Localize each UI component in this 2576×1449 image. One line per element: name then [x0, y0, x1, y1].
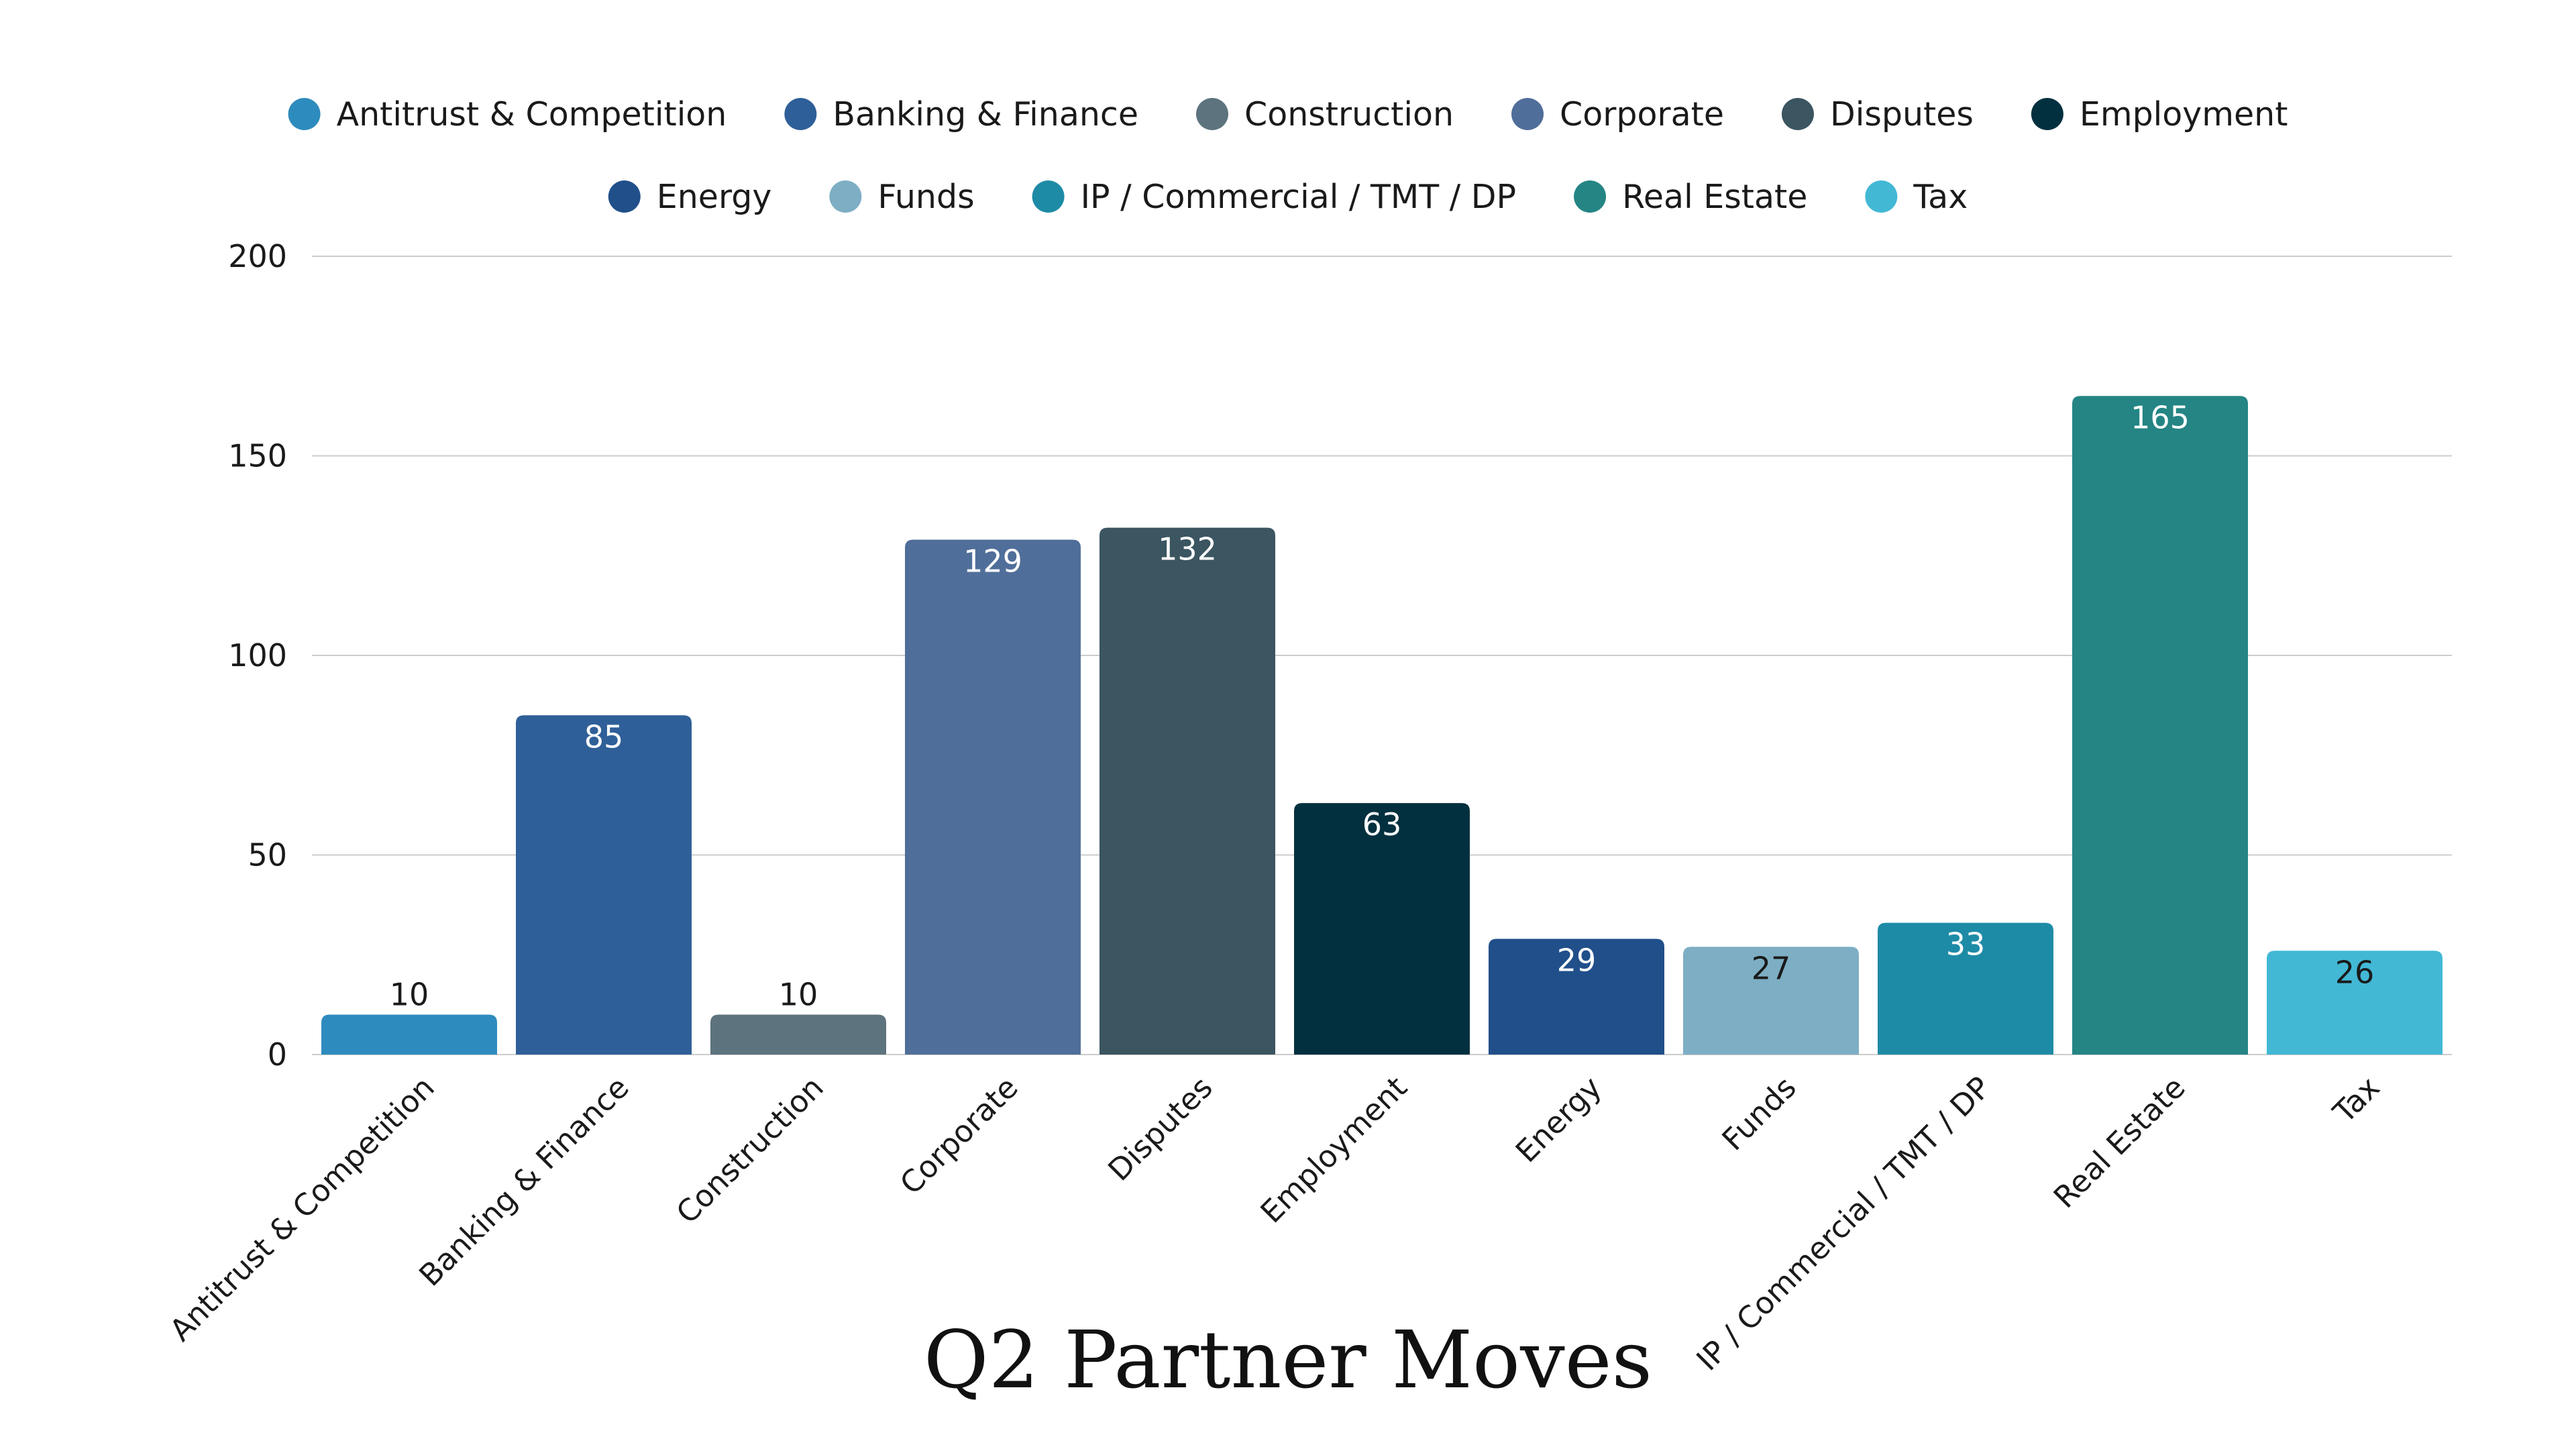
legend-label: Funds	[877, 178, 974, 216]
legend-item: Corporate	[1511, 95, 1724, 133]
bar-value-label: 63	[1362, 806, 1402, 843]
bar	[1294, 803, 1470, 1055]
bar-value-label: 165	[2131, 399, 2190, 435]
y-tick-label: 0	[268, 1036, 287, 1073]
y-tick-label: 50	[248, 837, 287, 873]
legend-label: Energy	[657, 178, 772, 216]
legend-swatch	[829, 180, 862, 213]
bar	[1683, 947, 1859, 1055]
bar	[710, 1014, 886, 1055]
legend-swatch	[608, 180, 641, 213]
legend-label: Tax	[1913, 178, 1968, 216]
x-tick-label: Tax	[2326, 1069, 2387, 1130]
legend-item: Employment	[2031, 95, 2288, 133]
x-tick-label: Funds	[1715, 1069, 1803, 1157]
bar-value-label: 85	[584, 718, 624, 755]
legend-swatch	[1196, 98, 1229, 130]
x-tick-label: Employment	[1254, 1069, 1414, 1230]
legend-label: Real Estate	[1622, 178, 1807, 216]
x-tick-label: Banking & Finance	[412, 1069, 635, 1293]
legend-item: Funds	[829, 178, 975, 216]
legend-swatch	[1032, 180, 1065, 213]
bar-value-label: 129	[963, 543, 1022, 579]
x-tick-label: Real Estate	[2047, 1069, 2192, 1215]
y-tick-label: 200	[228, 238, 287, 274]
y-tick-label: 100	[228, 637, 287, 674]
y-tick-label: 150	[228, 438, 287, 474]
bar	[1099, 527, 1275, 1055]
bar-value-label: 29	[1557, 942, 1597, 978]
x-tick-label: Disputes	[1101, 1069, 1219, 1187]
bar-value-label: 26	[2335, 954, 2375, 990]
legend-swatch	[1574, 180, 1607, 213]
bar-value-label: 33	[1946, 926, 1986, 963]
legend-swatch	[1781, 98, 1814, 130]
legend-swatch	[1865, 180, 1898, 213]
legend-item: Antitrust & Competition	[288, 95, 727, 133]
legend-label: Disputes	[1830, 95, 1974, 133]
legend-swatch	[1511, 98, 1544, 130]
bar	[2267, 951, 2443, 1055]
legend-item: Energy	[608, 178, 772, 216]
legend-item: Construction	[1196, 95, 1454, 133]
legend-item: Banking & Finance	[784, 95, 1138, 133]
legend-label: Corporate	[1560, 95, 1724, 133]
legend-item: Disputes	[1781, 95, 1974, 133]
x-tick-label: Corporate	[893, 1069, 1025, 1201]
x-tick-label: Energy	[1509, 1069, 1609, 1169]
bar	[905, 539, 1081, 1055]
legend-label: Antitrust & Competition	[337, 95, 727, 133]
bar	[2072, 396, 2248, 1055]
legend-swatch	[2031, 98, 2063, 130]
chart-legend: Antitrust & Competition Banking & Finance…	[288, 95, 2288, 216]
y-axis: 0 50 100 150 200	[228, 238, 287, 1073]
legend-item: IP / Commercial / TMT / DP	[1032, 178, 1516, 216]
bar-value-label: 10	[779, 977, 818, 1013]
legend-label: Banking & Finance	[833, 95, 1138, 133]
legend-label: Employment	[2080, 95, 2288, 133]
bar-value-label: 132	[1158, 531, 1217, 568]
legend-swatch	[288, 98, 321, 130]
legend-label: Construction	[1244, 95, 1454, 133]
chart-bars: 10 85 10 129 132 63 29 27 33 165 26	[321, 396, 2443, 1055]
bar	[516, 715, 692, 1055]
legend-label: IP / Commercial / TMT / DP	[1081, 178, 1516, 216]
legend-swatch	[784, 98, 817, 130]
bar	[1489, 938, 1664, 1055]
legend-item: Real Estate	[1574, 178, 1807, 216]
bar	[1878, 922, 2053, 1055]
x-tick-label: Construction	[669, 1069, 830, 1230]
bar-value-label: 10	[390, 977, 429, 1013]
bar	[321, 1014, 497, 1055]
x-tick-label: Antitrust & Competition	[162, 1069, 441, 1348]
chart-title: Q2 Partner Moves	[924, 1313, 1652, 1406]
bar-value-label: 27	[1752, 950, 1791, 986]
legend-item: Tax	[1865, 178, 1968, 216]
